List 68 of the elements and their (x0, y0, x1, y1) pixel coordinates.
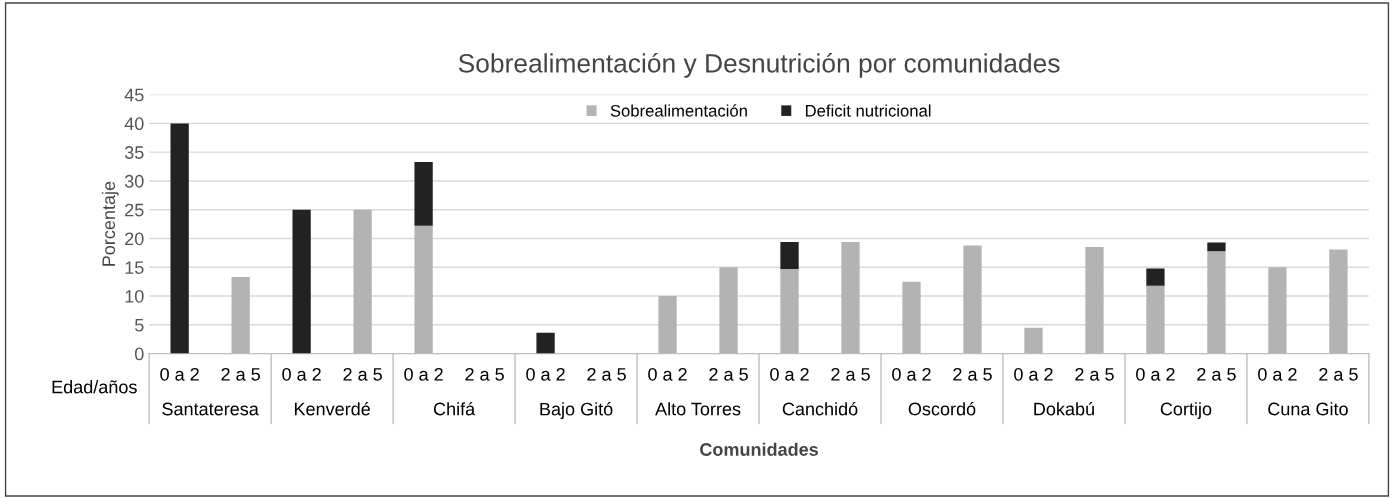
bar (414, 161, 433, 226)
x-tick-label: 2 a 5 (587, 367, 626, 381)
bar (902, 281, 921, 354)
bar (1268, 267, 1287, 354)
x-tick-label: 0 a 2 (648, 367, 687, 381)
y-tick-label: 5 (134, 318, 144, 332)
x-tick-label: 0 a 2 (160, 367, 199, 381)
text: Cortijo (1160, 402, 1212, 419)
y-tick-label: 35 (124, 146, 144, 159)
text: Edad/años (52, 380, 137, 394)
x-tick-label: 2 a 5 (465, 367, 504, 381)
x-tick-label: 0 a 2 (1014, 367, 1053, 381)
x-tick-label: 2 a 5 (343, 367, 382, 381)
x-tick-label: 0 a 2 (1258, 367, 1297, 381)
legend-label: Sobrealimentación (610, 104, 747, 117)
x-tick-label: 0 a 2 (282, 367, 321, 381)
x-tick-label: 2 a 5 (1075, 367, 1114, 381)
chart-title: Sobrealimentación y Desnutrición por comunidades (458, 52, 1060, 78)
text: Canchidó (782, 401, 858, 416)
bar (292, 209, 311, 354)
x-axis-title: Comunidades (700, 442, 818, 456)
x-tick-label: 0 a 2 (892, 367, 931, 381)
x-tick-label: 2 a 5 (831, 367, 870, 381)
x-tick-label: 2 a 5 (1319, 367, 1358, 381)
x-tick-label: 2 a 5 (221, 367, 260, 381)
bar (780, 241, 799, 269)
bar (414, 225, 433, 354)
text: Cuna Gito (1268, 402, 1348, 416)
y-axis-title: Porcentaje (101, 181, 119, 266)
bar (1085, 247, 1104, 354)
bar (1207, 242, 1226, 252)
bar (1024, 327, 1043, 354)
legend-label: Deficit nutricional (805, 104, 931, 117)
bar (963, 245, 982, 354)
text: Kenverdé (294, 401, 370, 416)
text: Santateresa (162, 402, 259, 416)
y-tick-label: 20 (125, 232, 144, 246)
bar (780, 268, 799, 354)
text: Chifá (433, 401, 476, 416)
x-tick-label: 0 a 2 (404, 367, 443, 381)
bar (1146, 268, 1165, 286)
x-tick-label: 2 a 5 (1197, 367, 1236, 381)
x-tick-label: 0 a 2 (1136, 367, 1175, 381)
bar (170, 123, 189, 354)
bar (1329, 249, 1348, 354)
y-tick-label: 15 (125, 261, 144, 274)
bar (719, 267, 738, 354)
text: Dokabú (1034, 401, 1094, 416)
bar (1207, 251, 1226, 354)
bar (841, 241, 860, 354)
y-tick-label: 30 (124, 174, 144, 188)
bar (536, 332, 555, 354)
y-tick-label: 45 (124, 88, 144, 102)
bar (353, 209, 372, 354)
y-tick-label: 10 (125, 289, 144, 303)
bar (658, 296, 677, 354)
x-tick-label: 2 a 5 (953, 367, 992, 381)
bar (231, 277, 250, 354)
text: Bajo Gitó (540, 402, 613, 420)
x-tick-label: 0 a 2 (770, 367, 809, 381)
text: Alto Torres (655, 402, 741, 416)
x-tick-label: 0 a 2 (526, 367, 565, 381)
text: Oscordó (908, 401, 976, 416)
y-tick-label: 0 (134, 347, 144, 361)
x-tick-label: 2 a 5 (709, 367, 748, 381)
y-tick-label: 40 (124, 117, 144, 131)
bar (1146, 285, 1165, 354)
y-tick-label: 25 (125, 203, 144, 217)
